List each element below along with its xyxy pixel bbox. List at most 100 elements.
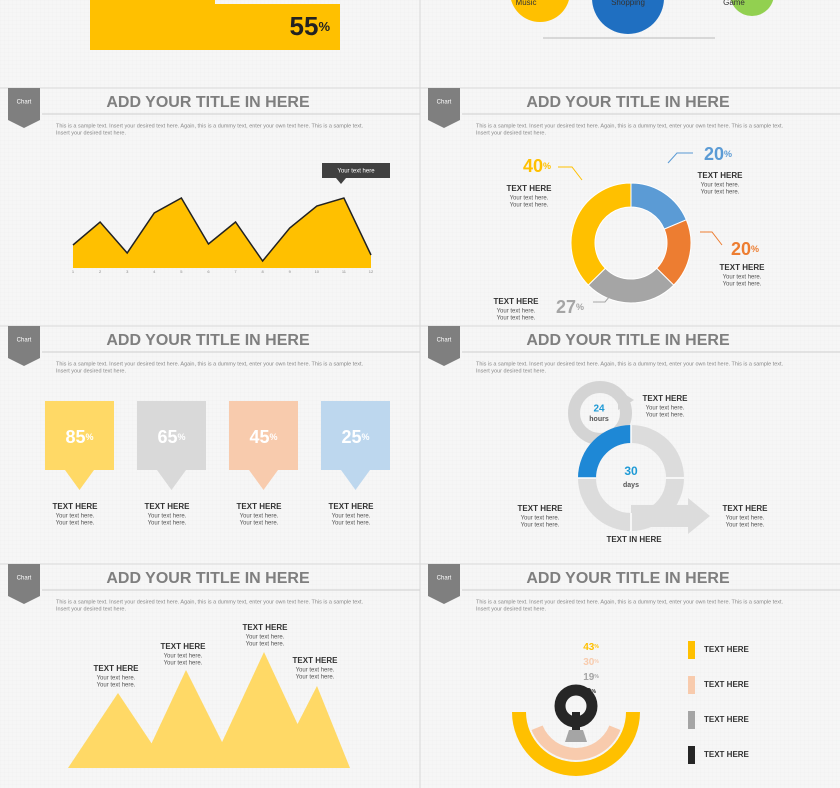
ring-value: 9%: [586, 687, 597, 698]
body-text: Insert your desired text here.: [476, 368, 546, 374]
x-tick-label: 3: [126, 269, 129, 274]
percent-number: 55: [290, 11, 319, 41]
box-value: 85%: [65, 427, 93, 447]
legend-label: TEXT HERE: [704, 715, 750, 724]
text-line: Your text here.: [701, 183, 740, 189]
text-line: Your text here.: [726, 516, 765, 522]
text-label: TEXT HERE: [293, 656, 339, 665]
pie-label: Music: [516, 0, 537, 7]
text-label: TEXT HERE: [237, 502, 283, 511]
text-label: TEXT HERE: [507, 184, 553, 193]
ring: [565, 730, 587, 742]
mountain: [68, 693, 168, 768]
percent-unit: %: [318, 19, 330, 34]
legend-swatch: [688, 676, 695, 694]
pie-label: Shopping: [611, 0, 645, 7]
cycle-number: 30: [624, 464, 638, 478]
text-line: Your text here.: [56, 521, 95, 527]
slide: Chart ADD YOUR TITLE IN HERE This is a sam…: [8, 88, 420, 136]
x-tick-label: 11: [342, 269, 347, 274]
bottom-label: TEXT IN HERE: [606, 535, 662, 544]
text-label: TEXT HERE: [494, 297, 540, 306]
ring-value-number: 30: [583, 657, 595, 668]
text-line: Your text here.: [497, 316, 536, 322]
body-text: This is a sample text. Insert your desir…: [476, 599, 784, 605]
x-tick-label: 4: [153, 269, 156, 274]
legend-label: TEXT HERE: [704, 750, 750, 759]
segment-value-number: 27: [556, 297, 576, 317]
tag: [428, 564, 460, 604]
text-line: Your text here.: [521, 516, 560, 522]
slide: Chart ADD YOUR TITLE IN HERE This is a sam…: [428, 88, 840, 136]
pie-circle: [511, 0, 569, 22]
text-line: Your text here.: [510, 196, 549, 202]
x-tick-label: 12: [369, 269, 374, 274]
slide-title: ADD YOUR TITLE IN HERE: [526, 94, 730, 111]
connector: [558, 166, 583, 181]
ring-value: 30%: [583, 657, 599, 668]
x-tick-label: 7: [234, 269, 237, 274]
body-text: This is a sample text. Insert your desir…: [476, 361, 784, 367]
connector: [593, 289, 616, 303]
cycle-number: 24: [593, 404, 605, 415]
text-line: Your text here.: [240, 514, 279, 520]
ring-value: 43%: [583, 642, 599, 653]
text-line: Your text here.: [246, 635, 285, 641]
x-tick-label: 8: [262, 269, 265, 274]
callout-box: [229, 401, 298, 490]
text-line: Your text here.: [164, 654, 203, 660]
slide: Chart ADD YOUR TITLE IN HERE This is a sam…: [8, 326, 420, 374]
ring-value-number: 43: [583, 642, 595, 653]
text-line: Your text here.: [97, 676, 136, 682]
x-tick-label: 2: [99, 269, 102, 274]
callout-box: [321, 401, 390, 490]
tag-label: Chart: [17, 338, 32, 344]
legend-swatch: [688, 641, 695, 659]
text-line: Your text here.: [497, 309, 536, 315]
segment-value-unit: %: [576, 302, 584, 312]
text-line: Your text here.: [646, 406, 685, 412]
slide-title: ADD YOUR TITLE IN HERE: [526, 332, 730, 349]
yellow-block: [90, 0, 340, 50]
text-line: Your text here.: [296, 675, 335, 681]
tag: [428, 88, 460, 128]
connector: [667, 152, 693, 164]
arrow-head: [688, 498, 710, 534]
text-line: Your text here.: [148, 514, 187, 520]
box-value: 65%: [157, 427, 185, 447]
segment-value-number: 40: [523, 156, 543, 176]
slide-title: ADD YOUR TITLE IN HERE: [106, 332, 310, 349]
body-text: This is a sample text. Insert your desir…: [56, 123, 364, 129]
text-line: Your text here.: [723, 275, 762, 281]
ring-value-number: 19: [583, 672, 595, 683]
tag: [8, 326, 40, 366]
callout-box: [137, 401, 206, 490]
segment-value: 20%: [731, 239, 759, 259]
box-value: 25%: [341, 427, 369, 447]
text-line: Your text here.: [332, 514, 371, 520]
tag: [8, 564, 40, 604]
tag-label: Chart: [437, 100, 452, 106]
text-line: Your text here.: [510, 203, 549, 209]
text-label: TEXT HERE: [723, 504, 769, 513]
text-line: Your text here.: [296, 668, 335, 674]
box-value-unit: %: [362, 432, 370, 442]
text-line: Your text here.: [332, 521, 371, 527]
text-label: TEXT HERE: [698, 171, 744, 180]
box-value-unit: %: [178, 432, 186, 442]
box-value-number: 45: [249, 427, 269, 447]
tag: [8, 88, 40, 128]
segment-value-number: 20: [731, 239, 751, 259]
x-tick-label: 10: [315, 269, 320, 274]
segment-value-unit: %: [751, 244, 759, 254]
slide: Chart ADD YOUR TITLE IN HERE This is a sam…: [428, 564, 840, 612]
text-label: TEXT HERE: [643, 394, 689, 403]
donut-segment: [570, 182, 632, 286]
segment-value: 40%: [523, 156, 551, 176]
text-line: Your text here.: [246, 642, 285, 648]
text-line: Your text here.: [646, 413, 685, 419]
text-line: Your text here.: [97, 683, 136, 689]
cycle-unit: hours: [589, 416, 609, 423]
text-label: TEXT HERE: [518, 504, 564, 513]
